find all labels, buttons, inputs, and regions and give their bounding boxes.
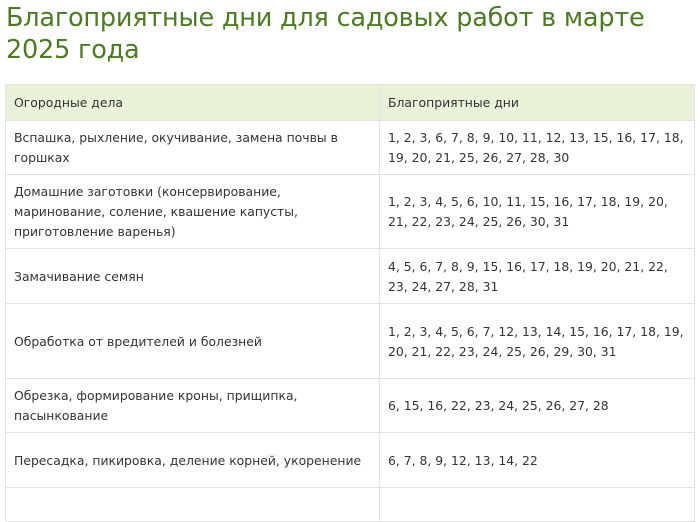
table-row-partial <box>5 487 695 522</box>
task-cell: Вспашка, рыхление, окучивание, замена по… <box>5 120 380 175</box>
days-cell-empty <box>379 487 695 522</box>
task-cell: Обработка от вредителей и болезней <box>5 303 380 379</box>
task-cell: Обрезка, формирование кроны, прищипка, п… <box>5 378 380 433</box>
days-cell: 1, 2, 3, 4, 5, 6, 10, 11, 15, 16, 17, 18… <box>379 174 695 249</box>
days-cell: 1, 2, 3, 4, 5, 6, 7, 12, 13, 14, 15, 16,… <box>379 303 695 379</box>
days-cell: 1, 2, 3, 6, 7, 8, 9, 10, 11, 12, 13, 15,… <box>379 120 695 175</box>
table-row: Обрезка, формирование кроны, прищипка, п… <box>5 378 695 433</box>
days-cell: 6, 7, 8, 9, 12, 13, 14, 22 <box>379 432 695 488</box>
table-header-row: Огородные дела Благоприятные дни <box>5 84 695 121</box>
page-title: Благоприятные дни для садовых работ в ма… <box>6 3 645 65</box>
table-row: Вспашка, рыхление, окучивание, замена по… <box>5 120 695 175</box>
table-row: Обработка от вредителей и болезней 1, 2,… <box>5 303 695 379</box>
task-cell: Замачивание семян <box>5 248 380 304</box>
column-header-task: Огородные дела <box>5 84 380 121</box>
favorable-days-table: Огородные дела Благоприятные дни Вспашка… <box>5 84 695 522</box>
days-cell: 6, 15, 16, 22, 23, 24, 25, 26, 27, 28 <box>379 378 695 433</box>
task-cell: Домашние заготовки (консервирование, мар… <box>5 174 380 249</box>
table-row: Пересадка, пикировка, деление корней, ук… <box>5 432 695 488</box>
days-cell: 4, 5, 6, 7, 8, 9, 15, 16, 17, 18, 19, 20… <box>379 248 695 304</box>
column-header-days: Благоприятные дни <box>379 84 695 121</box>
task-cell-empty <box>5 487 380 522</box>
table-row: Замачивание семян 4, 5, 6, 7, 8, 9, 15, … <box>5 248 695 304</box>
table-row: Домашние заготовки (консервирование, мар… <box>5 174 695 249</box>
task-cell: Пересадка, пикировка, деление корней, ук… <box>5 432 380 488</box>
